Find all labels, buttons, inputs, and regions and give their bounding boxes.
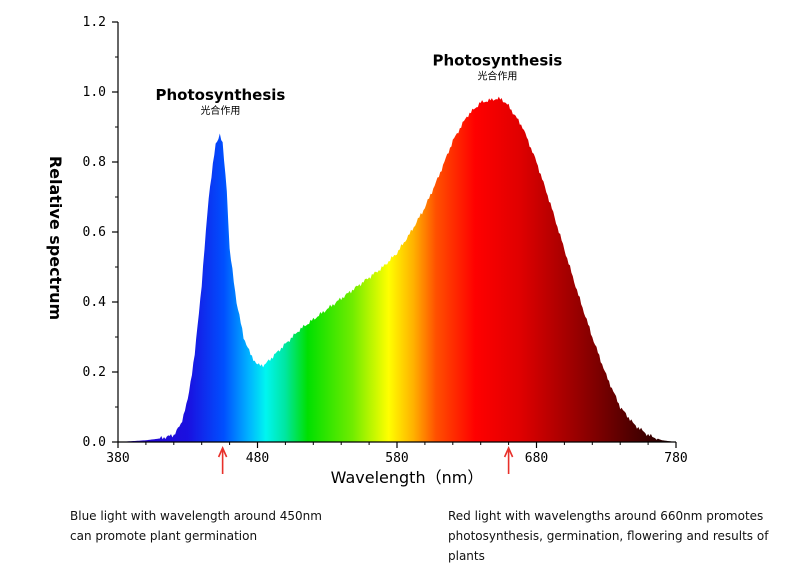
y-tick-label: 0.2 bbox=[83, 365, 106, 380]
wavelength-arrow-head bbox=[217, 446, 228, 458]
y-tick-label: 1.0 bbox=[83, 85, 106, 100]
spectrum-area bbox=[118, 96, 676, 443]
x-tick-label: 480 bbox=[246, 451, 269, 466]
y-tick-label: 0.6 bbox=[83, 225, 106, 240]
y-tick-label: 0.4 bbox=[83, 295, 107, 310]
blue-light-note: Blue light with wavelength around 450nm … bbox=[70, 509, 322, 543]
peak-annotation-sublabel: 光合作用 bbox=[200, 104, 240, 117]
y-tick-label: 0.0 bbox=[83, 435, 106, 450]
red-light-note: Red light with wavelengths around 660nm … bbox=[448, 509, 769, 563]
y-axis-title: Relative spectrum bbox=[46, 156, 65, 320]
x-tick-label: 780 bbox=[664, 451, 687, 466]
peak-annotation-label: Photosynthesis bbox=[156, 86, 286, 104]
x-axis-title: Wavelength（nm） bbox=[331, 468, 484, 487]
y-tick-label: 1.2 bbox=[83, 15, 106, 30]
x-tick-label: 680 bbox=[525, 451, 548, 466]
spectrum-chart: 0.0 0.2 0.4 0.6 0.8 1.0 1.2 380 480 580 680 780 Wave… bbox=[46, 15, 688, 487]
peak-annotation-label: Photosynthesis bbox=[433, 52, 563, 70]
x-tick-label: 580 bbox=[385, 451, 408, 466]
x-tick-label: 380 bbox=[106, 451, 129, 466]
wavelength-arrow-head bbox=[503, 446, 514, 458]
y-tick-label: 0.8 bbox=[83, 155, 106, 170]
peak-annotation-sublabel: 光合作用 bbox=[477, 70, 517, 83]
